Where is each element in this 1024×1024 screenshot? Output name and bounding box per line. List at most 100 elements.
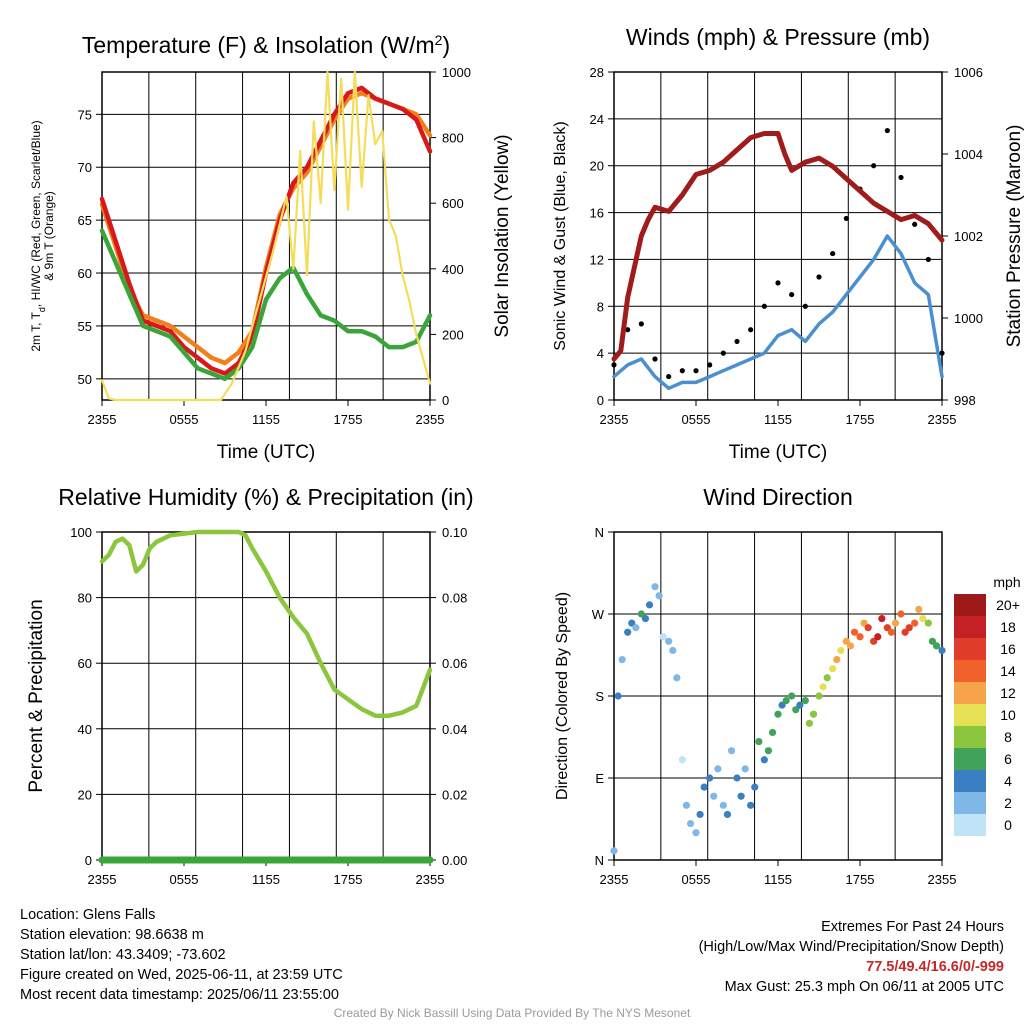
direction-point bbox=[891, 619, 900, 627]
colorbar-label: 4 bbox=[1004, 773, 1012, 789]
x-tick-label: 1155 bbox=[252, 412, 280, 427]
colorbar-label: 18 bbox=[1000, 619, 1016, 635]
gust-point bbox=[830, 250, 836, 257]
station-location: Location: Glens Falls bbox=[20, 907, 156, 923]
y-tick-label: 0 bbox=[597, 393, 604, 408]
recent-data-timestamp: Most recent data timestamp: 2025/06/11 2… bbox=[20, 987, 339, 1003]
direction-point bbox=[850, 628, 859, 636]
x-tick-label: 1155 bbox=[764, 412, 792, 427]
x-axis-label: Time (UTC) bbox=[217, 442, 316, 463]
plot-frame bbox=[101, 531, 431, 861]
y2-tick-label: 200 bbox=[442, 327, 464, 342]
y2-tick-label: 600 bbox=[442, 196, 464, 211]
y2-tick-label: 1002 bbox=[954, 229, 983, 244]
colorbar-swatch bbox=[954, 770, 986, 792]
plot-frame bbox=[613, 71, 943, 401]
extremes-values: 77.5/49.4/16.6/0/-999 bbox=[866, 959, 1004, 975]
y-tick-label: W bbox=[592, 607, 605, 622]
colorbar-swatch bbox=[954, 594, 986, 616]
direction-point bbox=[782, 696, 790, 705]
series-line-2 bbox=[99, 228, 433, 382]
direction-point bbox=[614, 692, 622, 700]
x-tick-label: 2355 bbox=[416, 412, 445, 427]
y-tick-label: 60 bbox=[78, 266, 92, 281]
max-gust: Max Gust: 25.3 mph On 06/11 at 2005 UTC bbox=[724, 979, 1004, 995]
direction-point bbox=[809, 710, 818, 718]
title-end: ) bbox=[442, 32, 450, 58]
colorbar-swatch bbox=[954, 660, 986, 682]
direction-point bbox=[874, 633, 882, 641]
direction-point bbox=[833, 655, 841, 664]
colorbar-label: 6 bbox=[1004, 751, 1012, 767]
gust-point bbox=[720, 350, 726, 356]
direction-point bbox=[919, 614, 927, 623]
chart-title: Winds (mph) & Pressure (mb) bbox=[626, 24, 930, 50]
figure-created: Figure created on Wed, 2025-06-11, at 23… bbox=[20, 967, 343, 983]
y-axis-label-group: Direction (Colored By Speed) bbox=[554, 592, 571, 800]
y2-tick-label: 0.06 bbox=[442, 656, 467, 671]
gust-point bbox=[748, 327, 754, 333]
direction-point bbox=[710, 792, 718, 800]
direction-point bbox=[755, 737, 763, 746]
y2-tick-label: 0.04 bbox=[442, 722, 467, 737]
chart-title: Wind Direction bbox=[703, 484, 853, 510]
y-axis-label-line2: & 9m T (Orange) bbox=[42, 191, 56, 281]
gust-point bbox=[761, 303, 767, 309]
y-label-part: 2m T, T bbox=[29, 311, 43, 351]
extremes-info: Extremes For Past 24 Hours (High/Low/Max… bbox=[699, 917, 1004, 997]
x-tick-label: 2355 bbox=[416, 872, 445, 887]
direction-point bbox=[723, 810, 732, 819]
gust-point bbox=[802, 303, 808, 309]
colorbar-swatch bbox=[954, 748, 986, 770]
direction-point bbox=[692, 829, 700, 837]
direction-point bbox=[846, 642, 855, 650]
credit-line: Created By Nick Bassill Using Data Provi… bbox=[333, 1006, 691, 1020]
direction-point bbox=[829, 665, 837, 673]
direction-point bbox=[678, 756, 686, 764]
y2-tick-label: 0.00 bbox=[442, 853, 467, 868]
x-tick-label: 2355 bbox=[600, 872, 629, 887]
y-tick-label: 20 bbox=[590, 159, 604, 174]
direction-point bbox=[682, 801, 691, 809]
direction-point bbox=[618, 655, 626, 664]
direction-point bbox=[651, 583, 659, 591]
y2-axis-label-group: Station Pressure (Maroon) bbox=[1004, 125, 1024, 348]
y-axis-label-group: Percent & Precipitation bbox=[26, 599, 47, 792]
gust-point bbox=[912, 221, 918, 227]
y-axis-label: Percent & Precipitation bbox=[26, 599, 47, 792]
y2-axis-label-group: Solar Insolation (Yellow) bbox=[492, 134, 513, 337]
direction-point bbox=[696, 810, 704, 819]
colorbar-swatch bbox=[954, 726, 986, 748]
gust-point bbox=[611, 362, 617, 368]
y-tick-label: 55 bbox=[78, 319, 92, 334]
gust-point bbox=[871, 163, 877, 169]
y-tick-label: 80 bbox=[78, 591, 92, 606]
direction-point bbox=[645, 601, 654, 609]
series-line-3 bbox=[100, 70, 432, 402]
direction-point bbox=[686, 819, 695, 828]
y-tick-label: 40 bbox=[78, 722, 92, 737]
gust-point bbox=[789, 291, 795, 298]
direction-point bbox=[760, 756, 768, 764]
y-axis-label: Direction (Colored By Speed) bbox=[554, 592, 571, 800]
y2-tick-label: 998 bbox=[954, 393, 976, 408]
y-tick-label: N bbox=[595, 853, 604, 868]
pressure-line bbox=[611, 131, 945, 362]
direction-point bbox=[788, 692, 796, 700]
x-axis-label: Time (UTC) bbox=[729, 442, 828, 463]
colorbar-label: 14 bbox=[1000, 663, 1016, 679]
direction-point bbox=[719, 801, 727, 809]
x-tick-label: 0555 bbox=[682, 872, 711, 887]
gust-point bbox=[775, 280, 781, 286]
x-tick-label: 1755 bbox=[334, 412, 363, 427]
x-tick-label: 1755 bbox=[846, 872, 875, 887]
colorbar-label: 0 bbox=[1004, 817, 1012, 833]
direction-point bbox=[632, 624, 640, 632]
y-tick-label: 50 bbox=[78, 372, 92, 387]
x-tick-label: 2355 bbox=[928, 872, 957, 887]
y-tick-label: 100 bbox=[70, 525, 92, 540]
direction-point bbox=[864, 624, 872, 632]
y-tick-label: 60 bbox=[78, 656, 92, 671]
gust-point bbox=[638, 321, 644, 327]
